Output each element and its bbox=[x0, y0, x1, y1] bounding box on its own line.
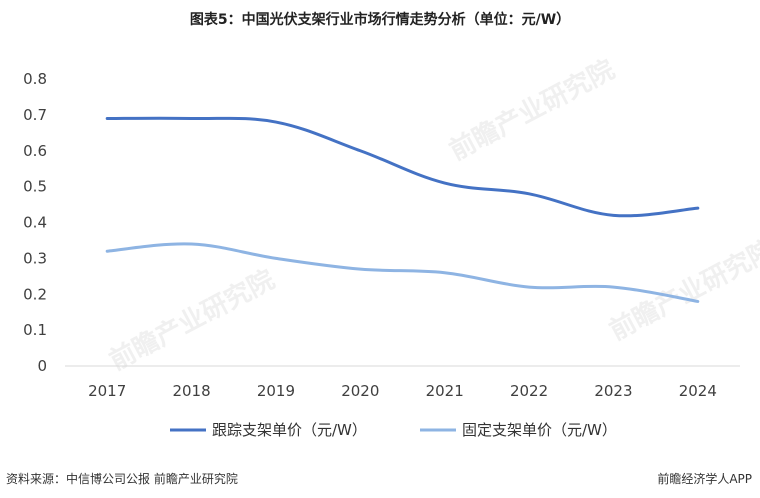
x-axis: 2017 2018 2019 2020 2021 2022 2023 2024 bbox=[88, 382, 717, 400]
y-tick-label: 0.3 bbox=[23, 249, 47, 267]
x-tick-label: 2017 bbox=[88, 382, 126, 400]
x-tick-label: 2020 bbox=[341, 382, 379, 400]
x-tick-label: 2023 bbox=[594, 382, 632, 400]
legend-label: 固定支架单价（元/W） bbox=[462, 421, 617, 439]
x-tick-label: 2021 bbox=[426, 382, 464, 400]
y-tick-label: 0 bbox=[37, 357, 47, 375]
y-tick-label: 0.4 bbox=[23, 214, 47, 232]
x-tick-label: 2018 bbox=[172, 382, 210, 400]
source-note: 资料来源：中信博公司公报 前瞻产业研究院 bbox=[6, 472, 238, 486]
y-tick-label: 0.6 bbox=[23, 142, 47, 160]
y-axis: 0 0.1 0.2 0.3 0.4 0.5 0.6 0.7 0.8 bbox=[23, 70, 47, 375]
legend: 跟踪支架单价（元/W） 固定支架单价（元/W） bbox=[170, 421, 617, 439]
y-tick-label: 0.2 bbox=[23, 285, 47, 303]
x-tick-label: 2024 bbox=[679, 382, 717, 400]
y-tick-label: 0.1 bbox=[23, 321, 47, 339]
tracking-price-line bbox=[105, 116, 700, 218]
y-tick-label: 0.8 bbox=[23, 70, 47, 88]
y-tick-label: 0.7 bbox=[23, 106, 47, 124]
legend-label: 跟踪支架单价（元/W） bbox=[212, 421, 367, 439]
brand-label: 前瞻经济学人APP bbox=[657, 472, 752, 486]
x-tick-label: 2019 bbox=[257, 382, 295, 400]
series-lines bbox=[105, 116, 700, 303]
page-title: 图表5：中国光伏支架行业市场行情走势分析（单位：元/W） bbox=[189, 12, 571, 28]
y-tick-label: 0.5 bbox=[23, 178, 47, 196]
x-tick-label: 2022 bbox=[510, 382, 548, 400]
fixed-price-line bbox=[105, 242, 700, 303]
